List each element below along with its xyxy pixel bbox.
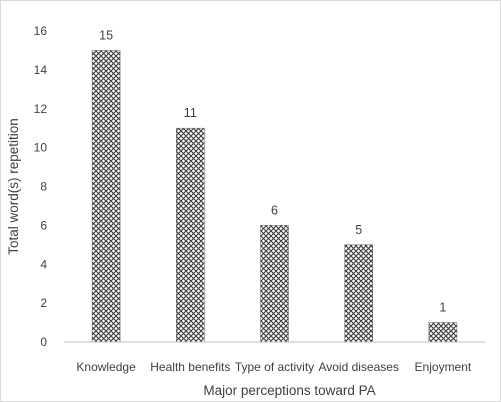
data-labels-group: 15 11 6 5 1 [99,28,446,314]
y-tick-label: 4 [40,257,47,271]
data-label: 11 [184,106,197,120]
category-label: Avoid diseases [318,360,399,374]
data-label: 15 [99,28,113,42]
bar [344,244,373,343]
y-tick-label: 6 [40,218,47,232]
category-label: Knowledge [76,360,136,374]
category-label: Type of activity [235,360,314,374]
data-label: 5 [355,223,362,237]
data-label: 1 [439,301,446,315]
data-label: 6 [271,203,278,217]
bar [91,50,121,343]
x-axis-title: Major perceptions toward PA [203,383,375,398]
bars-group [91,50,458,343]
bar [260,225,289,343]
y-tick-label: 8 [40,180,47,194]
y-tick-label: 12 [34,102,48,116]
y-tick-label: 10 [34,141,48,155]
y-tick-label: 14 [34,63,48,77]
y-tick-label: 2 [40,296,47,310]
category-label: Health benefits [150,360,230,374]
y-axis-title: Total word(s) repetition [6,118,21,255]
y-axis-ticks: 0 2 4 6 8 10 12 14 16 [34,24,48,349]
category-labels-group: Knowledge Health benefits Type of activity… [76,360,472,374]
bar [428,322,458,343]
bar [176,127,205,343]
y-tick-label: 0 [40,335,47,349]
y-tick-label: 16 [34,24,48,38]
category-label: Enjoyment [415,360,472,374]
